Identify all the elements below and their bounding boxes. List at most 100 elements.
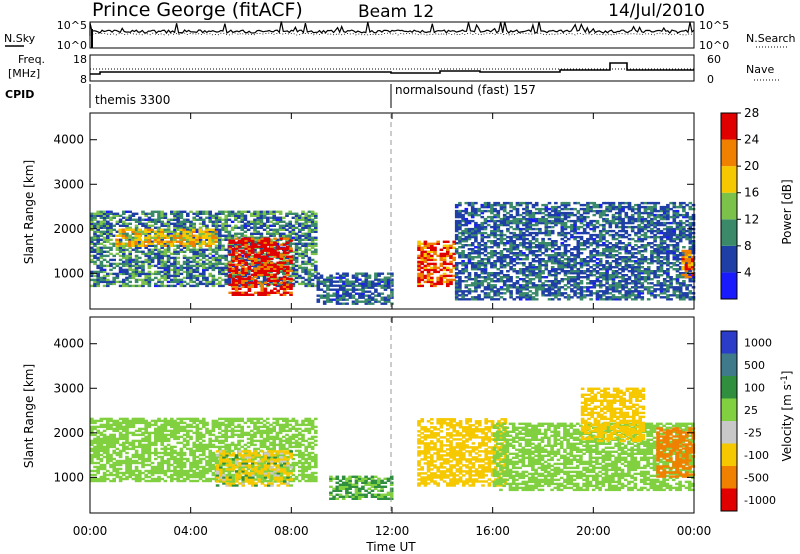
heatmap-cell xyxy=(189,260,193,264)
heatmap-cell xyxy=(480,221,485,225)
heatmap-cell xyxy=(138,250,142,253)
heatmap-cell xyxy=(621,294,625,297)
heatmap-cell xyxy=(234,218,238,221)
heatmap-cell xyxy=(276,245,280,248)
heatmap-cell xyxy=(173,216,177,219)
heatmap-cell xyxy=(170,278,174,282)
heatmap-cell xyxy=(512,298,517,301)
heatmap-cell xyxy=(304,284,308,288)
heatmap-cell xyxy=(550,244,555,247)
heatmap-cell xyxy=(470,219,475,223)
heatmap-cell xyxy=(560,252,565,255)
heatmap-cell xyxy=(467,201,472,205)
heatmap-cell xyxy=(198,272,203,276)
heatmap-cell xyxy=(502,292,507,295)
heatmap-cell xyxy=(544,244,549,247)
heatmap-cell xyxy=(134,254,139,258)
heatmap-cell xyxy=(573,282,577,285)
heatmap-cell xyxy=(474,280,478,283)
heatmap-cell xyxy=(454,227,459,231)
heatmap-cell xyxy=(659,217,664,221)
heatmap-cell xyxy=(608,203,613,207)
heatmap-cell xyxy=(477,250,481,253)
heatmap-cell xyxy=(189,270,193,274)
heatmap-cell xyxy=(254,283,258,286)
heatmap-cell xyxy=(234,245,239,248)
heatmap-cell xyxy=(176,240,180,243)
heatmap-cell xyxy=(509,280,513,283)
heatmap-cell xyxy=(269,282,273,286)
heatmap-cell xyxy=(666,274,670,277)
heatmap-cell xyxy=(314,212,318,215)
heatmap-cell xyxy=(634,233,638,237)
heatmap-cell xyxy=(509,237,513,241)
heatmap-cell xyxy=(430,246,434,249)
heatmap-cell xyxy=(122,284,126,288)
heatmap-cell xyxy=(490,246,494,249)
heatmap-cell xyxy=(439,254,444,258)
heatmap-cell xyxy=(272,212,276,215)
heatmap-cell xyxy=(263,263,268,266)
heatmap-cell xyxy=(646,262,651,265)
heatmap-cell xyxy=(182,262,187,266)
heatmap-cell xyxy=(666,233,670,237)
heatmap-cell xyxy=(102,220,107,223)
heatmap-cell xyxy=(244,245,248,248)
heatmap-cell xyxy=(208,230,212,233)
heatmap-cell xyxy=(458,290,462,293)
heatmap-cell xyxy=(115,220,120,223)
heatmap-cell xyxy=(439,282,444,286)
heatmap-cell xyxy=(573,284,577,287)
heatmap-cell xyxy=(439,274,444,278)
heatmap-cell xyxy=(109,252,113,256)
heatmap-cell xyxy=(566,225,571,229)
heatmap-cell xyxy=(589,294,593,297)
heatmap-cell xyxy=(554,242,558,245)
heatmap-cell xyxy=(541,284,545,287)
heatmap-cell xyxy=(179,248,184,251)
heatmap-cell xyxy=(464,298,469,301)
heatmap-cell xyxy=(351,284,356,287)
heatmap-cell xyxy=(531,282,536,285)
heatmap-cell xyxy=(602,266,606,269)
heatmap-cell xyxy=(351,302,356,305)
heatmap-cell xyxy=(354,280,359,283)
heatmap-cell xyxy=(253,222,257,225)
heatmap-cell xyxy=(662,217,667,221)
heatmap-cell xyxy=(90,216,94,219)
heatmap-cell xyxy=(316,276,321,279)
heatmap-cell xyxy=(260,245,264,248)
heatmap-cell xyxy=(544,260,549,263)
heatmap-cell xyxy=(643,233,648,237)
heatmap-cell xyxy=(598,215,603,219)
heatmap-cell xyxy=(502,298,507,301)
heatmap-cell xyxy=(464,244,469,247)
heatmap-cell xyxy=(678,296,683,299)
heatmap-cell xyxy=(640,217,645,221)
heatmap-cell xyxy=(278,228,283,231)
heatmap-cell xyxy=(224,214,228,217)
station-title: Prince George (fitACF) xyxy=(92,0,303,21)
heatmap-cell xyxy=(160,242,164,245)
heatmap-cell xyxy=(640,260,645,263)
heatmap-cell xyxy=(486,215,491,219)
heatmap-cell xyxy=(208,248,212,251)
heatmap-cell xyxy=(515,225,520,229)
heatmap-cell xyxy=(298,242,302,245)
heatmap-cell xyxy=(560,233,565,237)
heatmap-cell xyxy=(618,286,622,289)
heatmap-cell xyxy=(96,222,100,225)
heatmap-cell xyxy=(144,226,148,229)
heatmap-cell xyxy=(566,250,571,253)
heatmap-cell xyxy=(163,272,168,276)
heatmap-cell xyxy=(221,268,225,272)
heatmap-cell xyxy=(486,246,491,249)
heatmap-cell xyxy=(509,266,513,269)
heatmap-cell xyxy=(579,219,584,223)
heatmap-cell xyxy=(230,220,235,223)
heatmap-cell xyxy=(241,243,245,246)
heatmap-cell xyxy=(449,262,453,266)
heatmap-cell xyxy=(659,264,664,267)
heatmap-cell xyxy=(541,282,545,285)
heatmap-cell xyxy=(493,207,497,211)
